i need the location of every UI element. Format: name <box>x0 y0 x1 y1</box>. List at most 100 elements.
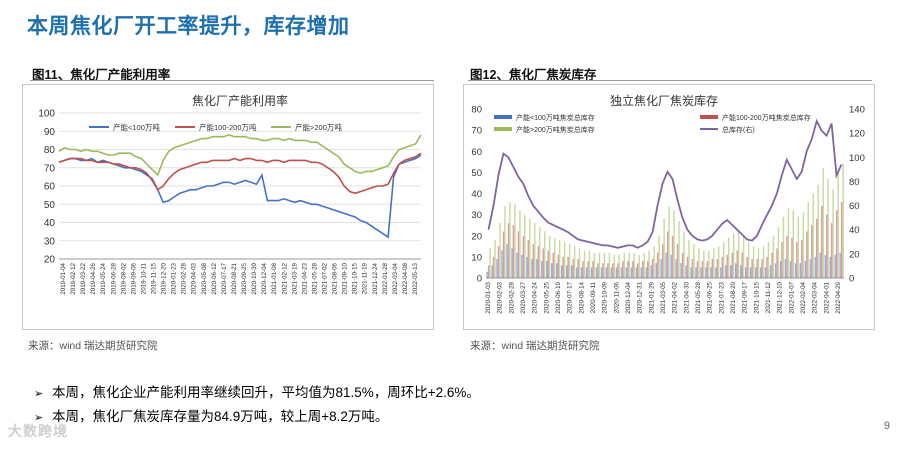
x-tick-label: 2020-10-30 <box>251 262 258 294</box>
x-tick-label: 2021-01-29 <box>648 281 655 313</box>
bar-series-2 <box>676 244 679 278</box>
bar-series-1 <box>556 263 558 278</box>
bullet-1-text: 本周，焦化企业产能利用率继续回升，平均值为81.5%，周环比+2.6%。 <box>52 385 480 400</box>
bar-series-1 <box>745 267 747 278</box>
bar-series-1 <box>749 267 752 278</box>
bar-series-2 <box>547 250 549 278</box>
y-tick-label: 30 <box>44 236 56 247</box>
bar-series-1 <box>551 263 553 278</box>
x-tick-label: 2022-01-28 <box>382 262 389 294</box>
bar-series-3 <box>534 223 536 278</box>
bar-series-2 <box>656 252 659 278</box>
bar-series-3 <box>573 246 576 278</box>
bar-series-2 <box>741 252 743 278</box>
bar-series-2 <box>497 246 500 278</box>
bar-series-3 <box>762 246 765 278</box>
bar-series-3 <box>767 242 770 278</box>
x-tick-label: 2020-04-24 <box>532 281 539 313</box>
legend-label: 产能>200万吨 <box>295 122 342 132</box>
watermark-logo: 大数跨境 <box>8 423 68 439</box>
bar-series-3 <box>603 252 606 278</box>
bar-series-2 <box>637 263 639 278</box>
bar-series-1 <box>829 256 831 278</box>
bar-series-3 <box>653 246 655 278</box>
bar-series-2 <box>701 261 704 278</box>
x-tick-label: 2021-06-25 <box>707 281 714 313</box>
y-right-tick-label: 60 <box>849 201 860 212</box>
bar-series-2 <box>567 256 569 278</box>
bar-series-2 <box>706 261 709 278</box>
bar-series-3 <box>792 210 795 278</box>
bar-series-2 <box>786 235 788 279</box>
x-tick-label: 2021-03-05 <box>660 281 667 313</box>
bar-series-2 <box>552 252 554 278</box>
bar-series-1 <box>710 267 712 278</box>
bar-series-3 <box>633 252 635 278</box>
bar-series-1 <box>516 252 518 278</box>
chart-right-container: 独立焦化厂焦炭库存 0 10 20 30 40 50 60 70 80 0 20 40 60 80 100 12… <box>463 84 875 330</box>
bar-series-3 <box>797 216 800 278</box>
bar-series-1 <box>620 267 623 278</box>
x-tick-label: 2020-10-09 <box>602 281 609 313</box>
bar-series-1 <box>759 267 762 278</box>
bar-series-3 <box>742 235 745 279</box>
bar-series-1 <box>740 265 742 278</box>
x-tick-label: 2022-04-01 <box>823 281 830 313</box>
bar-series-2 <box>512 225 515 278</box>
bar-series-3 <box>638 254 640 278</box>
bar-series-2 <box>632 261 634 278</box>
bar-series-2 <box>696 261 699 278</box>
bar-series-1 <box>660 259 662 278</box>
bar-series-1 <box>779 261 782 278</box>
legend-label: 产能100-200万吨焦炭总库存 <box>722 113 811 122</box>
bar-series-3 <box>703 250 705 278</box>
bar-series-2 <box>617 263 619 278</box>
chart-right: 独立焦化厂焦炭库存 0 10 20 30 40 50 60 70 80 0 20 40 60 80 100 12… <box>471 93 865 314</box>
bar-series-2 <box>821 206 823 278</box>
bar-series-1 <box>645 267 647 278</box>
x-tick-label: 2021-11-19 <box>362 262 369 294</box>
bar-series-3 <box>568 244 571 278</box>
bullet-2-text: 本周，焦化厂焦炭库存量为84.9万吨，较上周+8.2万吨。 <box>52 409 389 424</box>
bar-series-1 <box>725 265 727 278</box>
bar-series-1 <box>809 259 812 278</box>
y-tick-label: 90 <box>44 127 56 138</box>
y-tick-label: 80 <box>44 145 56 156</box>
bar-series-3 <box>688 240 690 278</box>
bar-series-3 <box>628 252 630 278</box>
bar-series-2 <box>577 259 579 278</box>
bar-series-3 <box>832 189 834 278</box>
y-right-tick-label: 140 <box>849 105 865 116</box>
y-tick-label: 100 <box>38 109 55 120</box>
bar-series-1 <box>511 248 513 278</box>
bar-series-1 <box>541 261 543 278</box>
x-tick-label: 2021-04-30 <box>683 281 690 313</box>
bar-series-1 <box>630 267 633 278</box>
x-tick-label: 2020-11-06 <box>613 281 620 313</box>
bar-series-1 <box>690 267 692 278</box>
bar-series-1 <box>595 267 598 278</box>
bar-series-3 <box>663 218 665 278</box>
x-tick-label: 2021-12-10 <box>777 281 784 313</box>
bar-series-3 <box>817 185 819 278</box>
x-tick-label: 2021-10-15 <box>352 262 359 294</box>
bar-series-3 <box>728 237 730 278</box>
y-tick-label: 70 <box>44 163 56 174</box>
bar-series-2 <box>542 248 545 278</box>
bar-series-2 <box>517 231 520 278</box>
figure-left-caption: 图11、焦化厂产能利用率 <box>32 68 171 82</box>
x-tick-label: 2021-04-23 <box>301 262 308 294</box>
bar-series-3 <box>504 206 506 278</box>
x-tick-label: 2021-09-10 <box>342 262 349 294</box>
bar-series-1 <box>486 271 488 278</box>
bar-series-1 <box>839 252 841 278</box>
bar-series-1 <box>590 267 593 278</box>
bar-series-2 <box>527 240 530 278</box>
bar-series-1 <box>819 252 821 278</box>
bar-series-1 <box>536 259 538 278</box>
bar-series-1 <box>695 267 697 278</box>
x-tick-label: 2019-10-11 <box>140 262 147 294</box>
bar-series-3 <box>598 252 601 278</box>
bar-series-2 <box>771 252 773 278</box>
bar-series-3 <box>807 202 809 278</box>
